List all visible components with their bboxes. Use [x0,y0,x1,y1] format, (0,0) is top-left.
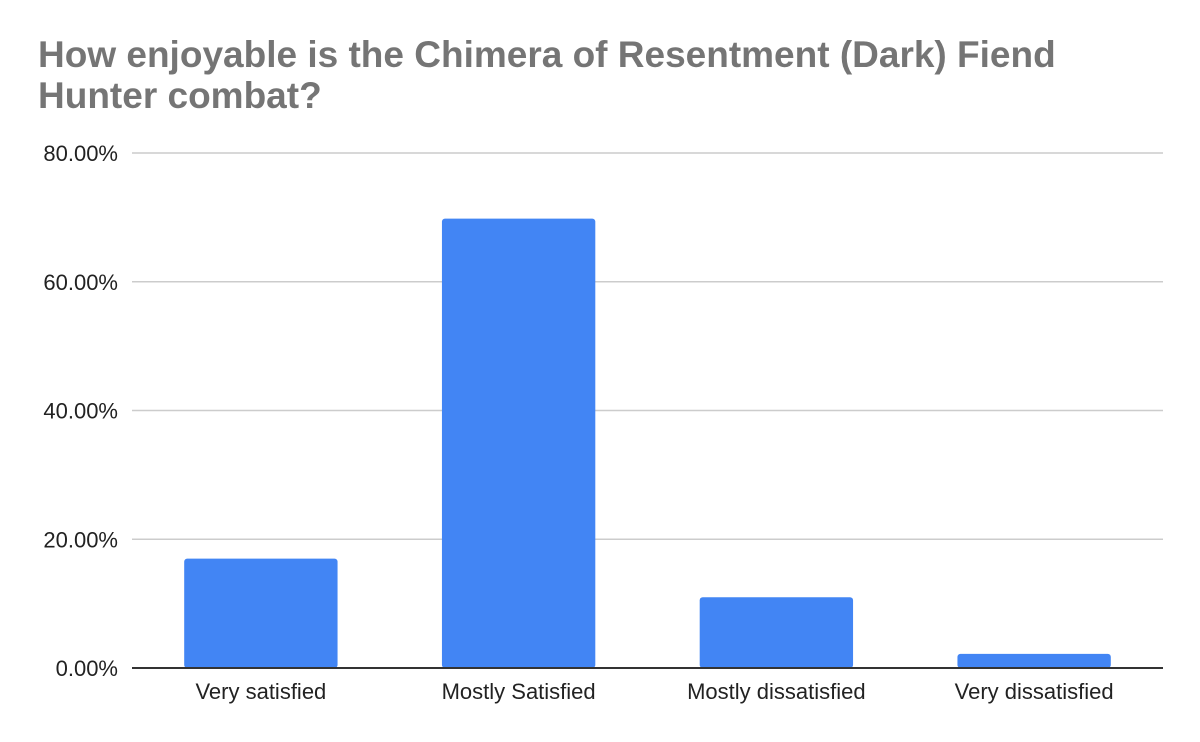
gridlines [132,152,1163,540]
chart-title: How enjoyable is the Chimera of Resentme… [38,34,1056,116]
bar [957,653,1111,668]
bar [441,218,596,668]
bar [184,558,338,668]
bar [699,597,854,668]
y-tick-label: 60.00% [43,270,118,295]
y-tick-label: 0.00% [56,656,118,681]
x-tick-label: Mostly Satisfied [442,679,596,704]
x-tick-label: Mostly dissatisfied [687,679,866,704]
bars [184,218,1111,668]
x-tick-label: Very dissatisfied [955,679,1114,704]
y-axis-ticks: 0.00% 20.00% 40.00% 60.00% 80.00% [43,141,118,681]
y-tick-label: 20.00% [43,527,118,552]
y-tick-label: 40.00% [43,399,118,424]
x-tick-label: Very satisfied [195,679,326,704]
y-tick-label: 80.00% [43,141,118,166]
x-axis-ticks: Very satisfied Mostly Satisfied Mostly dis… [195,679,1113,704]
